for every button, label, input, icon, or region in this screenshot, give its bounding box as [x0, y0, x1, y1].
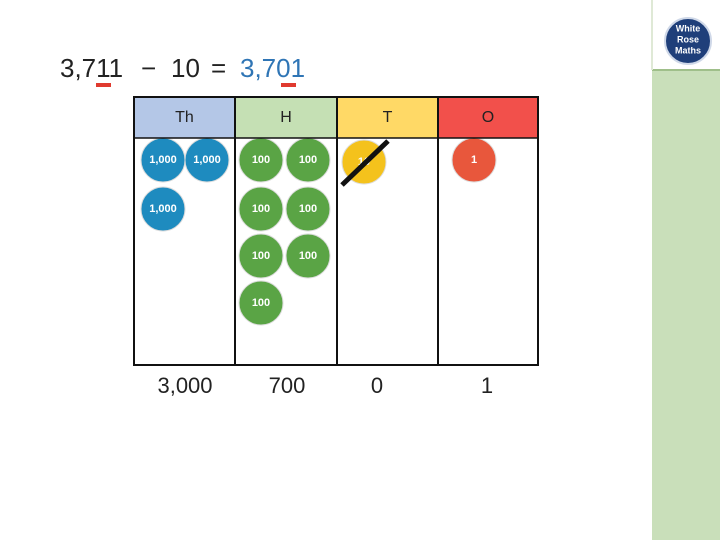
counter-label: 1,000 — [149, 203, 177, 215]
counter-label: 100 — [252, 297, 270, 309]
equation-result: 3,701 — [240, 53, 305, 83]
counter-label: 100 — [299, 154, 317, 166]
counter-label: 1,000 — [149, 154, 177, 166]
counter-label: 100 — [252, 250, 270, 262]
column-total: 1 — [481, 373, 493, 398]
counter-label: 100 — [252, 154, 270, 166]
logo — [664, 17, 712, 65]
counter — [285, 233, 331, 279]
logo-text: Maths — [675, 45, 701, 55]
counter — [238, 280, 284, 326]
equation-operator: = — [211, 53, 226, 83]
counter-label: 100 — [299, 203, 317, 215]
equation-term: 10 — [171, 53, 200, 83]
column-header — [337, 97, 438, 138]
header-label: H — [280, 109, 292, 126]
counter — [238, 233, 284, 279]
column-header — [235, 97, 337, 138]
column-total: 0 — [371, 373, 383, 398]
cross-out — [340, 139, 390, 187]
header-label: O — [482, 109, 494, 126]
counter-label: 1,000 — [193, 154, 221, 166]
counter — [285, 186, 331, 232]
header-label: T — [383, 109, 393, 126]
equation-operator: − — [141, 53, 156, 83]
counter-label: 1 — [471, 154, 477, 166]
side-panel — [652, 70, 720, 540]
column-header — [438, 97, 538, 138]
equation-term: 3,711 — [60, 53, 123, 83]
column-header — [134, 97, 235, 138]
header-label: Th — [175, 109, 194, 126]
column-total: 700 — [269, 373, 306, 398]
logo-text: Rose — [677, 34, 699, 44]
logo-text: White — [676, 23, 701, 33]
column-total: 3,000 — [157, 373, 212, 398]
counter-label: 100 — [299, 250, 317, 262]
counter — [238, 186, 284, 232]
counter — [140, 186, 186, 232]
counter-label: 100 — [252, 203, 270, 215]
